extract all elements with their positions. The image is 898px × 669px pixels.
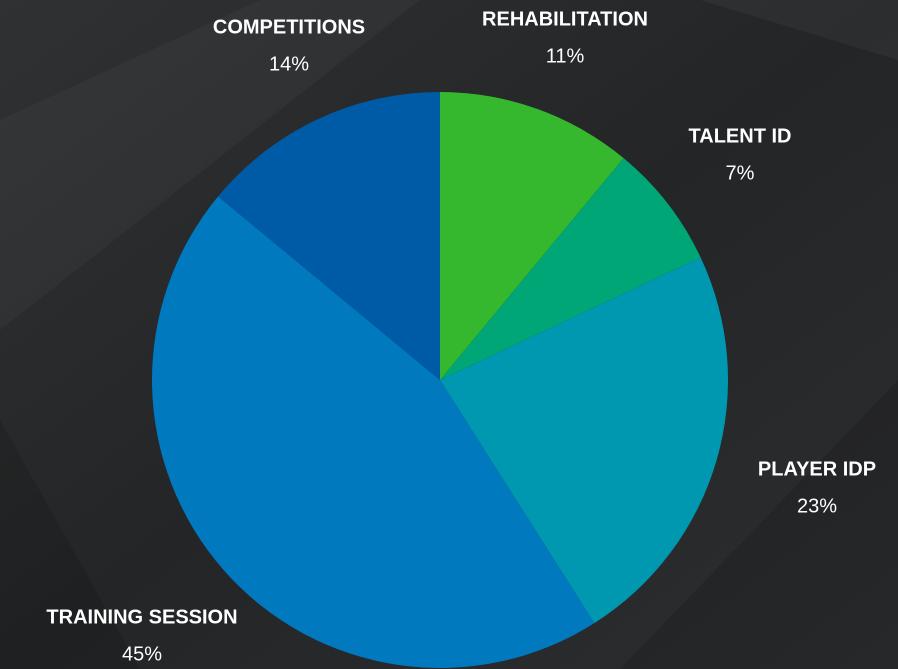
pie-slice (440, 158, 701, 380)
bg-shape (0, 420, 140, 669)
slice-value-label: 11% (546, 45, 585, 67)
pie-slice (440, 257, 728, 624)
slice-name: REHABILITATION (482, 8, 648, 30)
pie-slice (440, 92, 624, 380)
slice-name: TALENT ID (689, 125, 792, 147)
pie-slice (218, 92, 440, 380)
slice-name: TRAINING SESSION (46, 606, 237, 628)
slice-value-label: 45% (122, 643, 162, 665)
slice-value-label: 7% (726, 162, 755, 184)
slice-value-label: 14% (269, 53, 309, 75)
bg-shape (700, 0, 898, 60)
slice-name: COMPETITIONS (213, 16, 365, 38)
slice-value-label: 23% (797, 495, 837, 517)
bg-shape (620, 380, 898, 669)
pie-slice (152, 196, 595, 669)
slice-name: PLAYER IDP (758, 458, 876, 480)
